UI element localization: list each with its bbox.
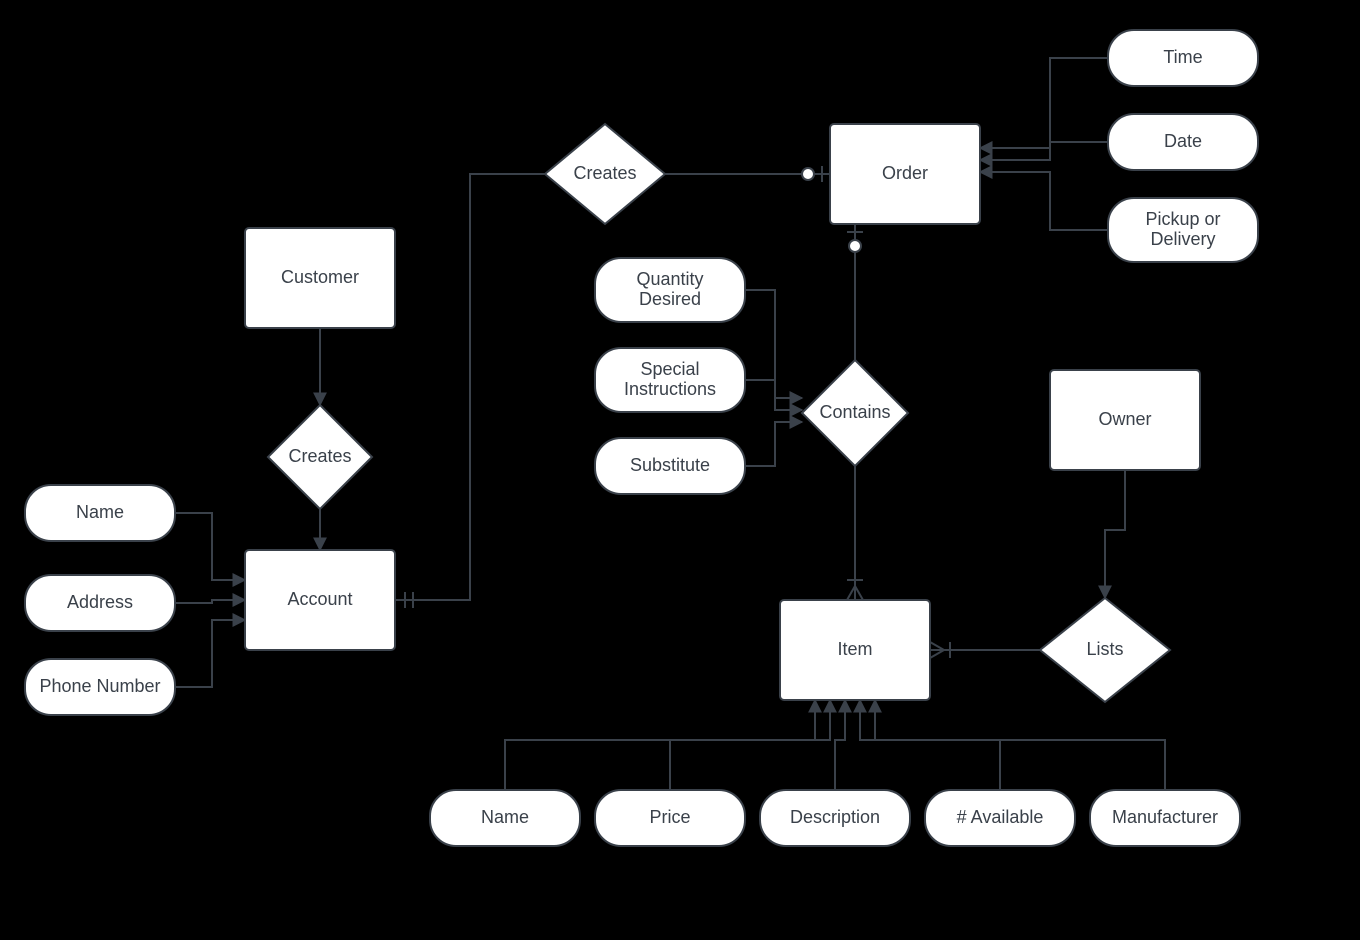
edge-owner-lists xyxy=(1105,470,1125,598)
edge-qty-contains xyxy=(745,290,802,398)
edge-pickupdel-order xyxy=(980,172,1108,230)
entity-customer-label: Customer xyxy=(281,267,359,287)
attribute-address-label: Address xyxy=(67,592,133,612)
edge-avail-item xyxy=(860,700,1000,790)
edge-name_acc-account xyxy=(175,513,245,580)
edge-phone-account xyxy=(175,620,245,687)
attribute-name_acc-label: Name xyxy=(76,502,124,522)
attribute-name_item-label: Name xyxy=(481,807,529,827)
attribute-phone-label: Phone Number xyxy=(39,676,160,696)
attribute-pickupdel-label: Pickup orDelivery xyxy=(1145,209,1220,249)
edge-address-account xyxy=(175,600,245,603)
attribute-avail-label: # Available xyxy=(957,807,1044,827)
attribute-desc-label: Description xyxy=(790,807,880,827)
relationship-contains-label: Contains xyxy=(819,402,890,422)
attribute-qty-label: QuantityDesired xyxy=(636,269,703,309)
attribute-price-label: Price xyxy=(649,807,690,827)
attribute-date-label: Date xyxy=(1164,131,1202,151)
relationship-creates2-label: Creates xyxy=(573,163,636,183)
edge-instr-contains xyxy=(745,380,802,410)
edge-manuf-item xyxy=(875,700,1165,790)
attribute-manuf-label: Manufacturer xyxy=(1112,807,1218,827)
attribute-time-label: Time xyxy=(1163,47,1202,67)
er-diagram: Customer Account Order Owner Item Creates Crea… xyxy=(0,0,1360,940)
edge-account-creates2 xyxy=(395,174,545,600)
edge-price-item xyxy=(670,700,830,790)
edge-subst-contains xyxy=(745,422,802,466)
attribute-subst-label: Substitute xyxy=(630,455,710,475)
edge-time-order xyxy=(980,58,1108,148)
edge-desc-item xyxy=(835,700,845,790)
edge-date-order xyxy=(980,142,1108,160)
edge-name_item-item xyxy=(505,700,815,790)
entity-account-label: Account xyxy=(287,589,352,609)
entity-item-label: Item xyxy=(837,639,872,659)
entity-owner-label: Owner xyxy=(1098,409,1151,429)
relationship-creates1-label: Creates xyxy=(288,446,351,466)
relationship-lists-label: Lists xyxy=(1086,639,1123,659)
entity-order-label: Order xyxy=(882,163,928,183)
